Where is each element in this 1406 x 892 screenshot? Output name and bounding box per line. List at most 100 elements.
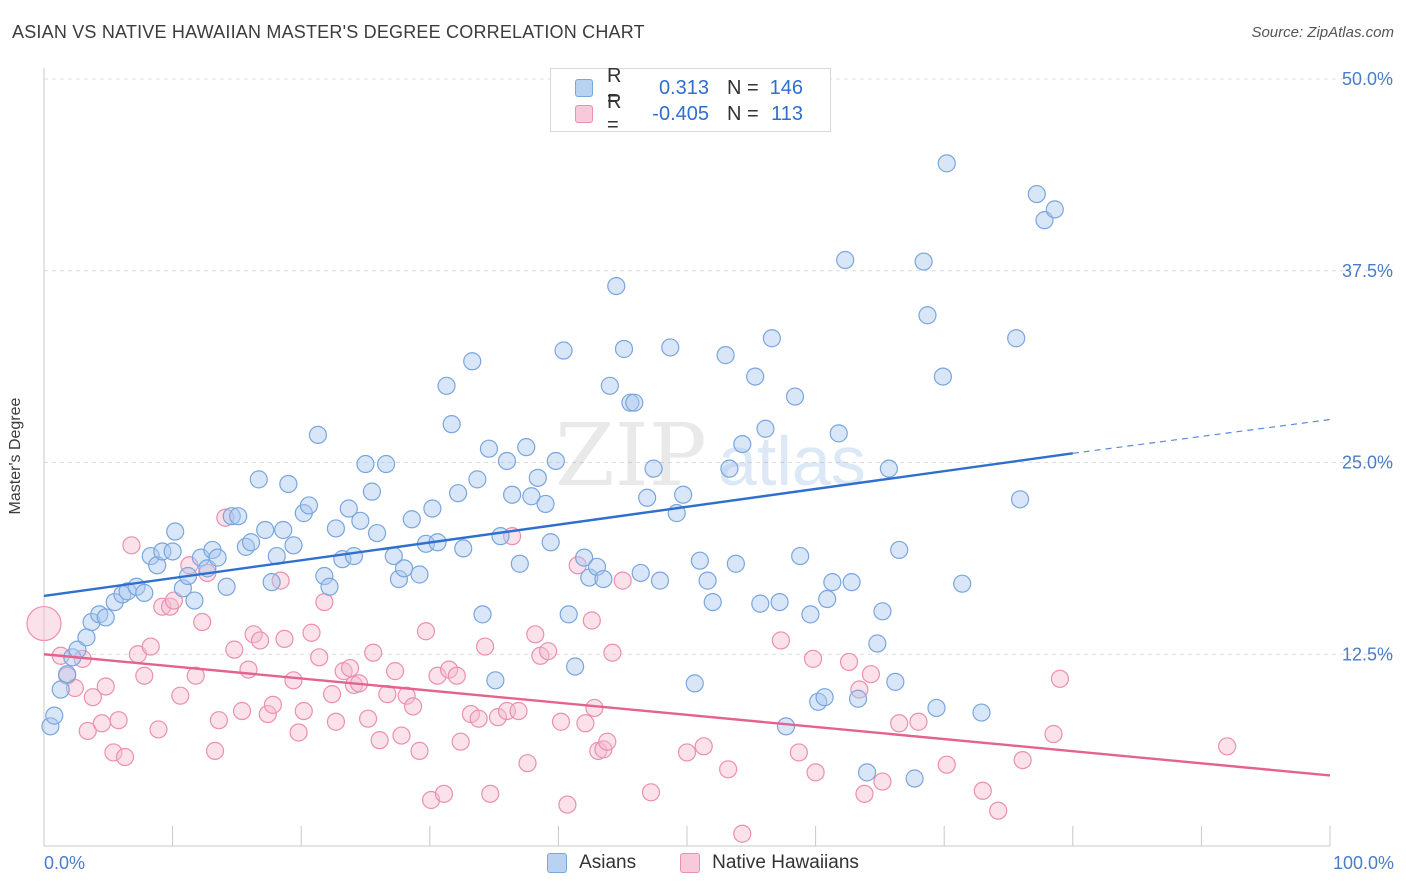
legend-item-hawaiians[interactable]: Native Hawaiians: [680, 852, 859, 874]
asian-point: [315, 566, 334, 586]
asian-points: [41, 154, 1064, 788]
asian-point: [541, 533, 560, 552]
native-hawaiian-point: [65, 678, 84, 698]
native-hawaiian-point: [558, 795, 577, 814]
asian-point: [135, 583, 154, 602]
legend-item-asians[interactable]: Asians: [547, 852, 636, 874]
native-hawaiian-point: [164, 591, 183, 610]
asian-point: [45, 706, 64, 725]
native-hawaiian-point: [481, 784, 500, 803]
asian-point: [486, 671, 505, 690]
asian-point: [491, 527, 510, 546]
legend-r-value: 0.313: [658, 76, 709, 99]
asian-point: [756, 419, 775, 438]
native-hawaiian-point: [526, 625, 545, 644]
asian-point: [972, 703, 991, 722]
native-hawaiian-point: [850, 680, 869, 699]
asian-point: [163, 542, 182, 561]
native-hawaiian-point: [294, 701, 313, 721]
native-hawaiian-point: [186, 666, 205, 685]
asian-point: [448, 484, 468, 503]
native-hawaiian-point: [322, 685, 342, 704]
asian-point: [217, 577, 236, 596]
asian-point: [442, 415, 461, 434]
asian-point: [836, 250, 855, 270]
asian-point: [621, 393, 640, 412]
native-hawaiian-point: [1218, 737, 1237, 756]
asian-point: [308, 425, 328, 444]
asian-point: [148, 556, 167, 575]
native-hawaiian-point: [225, 640, 244, 659]
native-hawaiian-point: [122, 536, 141, 555]
asian-point: [141, 546, 160, 566]
native-hawaiian-point: [141, 637, 160, 656]
asian-point: [376, 454, 396, 474]
axes: [43, 68, 1331, 847]
native-hawaiian-point: [428, 666, 447, 685]
asian-point: [607, 276, 626, 296]
asian-point: [879, 459, 899, 478]
native-hawaiian-point: [803, 649, 823, 668]
asian-point: [208, 548, 227, 567]
native-hawaiian-point: [326, 712, 346, 731]
hawaiians-swatch: [680, 853, 701, 873]
native-hawaiian-point: [83, 688, 102, 707]
asian-point: [829, 424, 848, 443]
native-hawaiian-point: [78, 721, 97, 741]
asian-point: [868, 634, 887, 653]
asian-point: [351, 511, 370, 530]
native-hawaiian-point: [315, 592, 334, 612]
native-hawaiian-point: [451, 732, 470, 751]
asian-point: [423, 499, 442, 518]
asian-point: [818, 589, 837, 609]
asian-point: [153, 542, 172, 561]
native-hawaiian-point: [518, 754, 537, 773]
asian-point: [1045, 200, 1064, 219]
asian-point: [933, 367, 953, 386]
native-hawaiian-point: [576, 714, 595, 733]
y-tick-label: 25.0%: [1342, 453, 1393, 473]
native-hawaiian-point: [909, 712, 928, 731]
asian-point: [791, 546, 810, 566]
asian-point: [284, 536, 303, 555]
legend-n-key: N =: [727, 76, 759, 99]
native-hawaiian-point: [789, 743, 808, 762]
native-hawaiian-point: [403, 697, 423, 716]
native-hawaiian-point: [310, 648, 329, 667]
asian-point: [674, 485, 693, 504]
native-hawaiian-point: [96, 677, 115, 696]
asian-point: [733, 434, 752, 454]
native-hawaiian-point: [733, 824, 752, 843]
asian-point: [690, 551, 709, 570]
asian-point: [185, 591, 204, 610]
series-legend: Asians Native Hawaiians: [0, 852, 1406, 874]
legend-r-value: -0.405: [652, 102, 709, 125]
legend-r-key: R =: [607, 65, 622, 110]
native-hawaiian-point: [104, 743, 123, 762]
asian-point: [905, 769, 924, 788]
asian-point: [367, 523, 387, 543]
source-label: Source: ZipAtlas.com: [1251, 24, 1394, 41]
asian-point: [716, 346, 735, 365]
asian-point: [389, 569, 409, 589]
native-hawaiian-point: [258, 704, 277, 724]
asian-point: [685, 674, 704, 693]
asian-point: [339, 499, 358, 518]
native-hawaiian-point: [598, 732, 617, 751]
native-hawaiian-point: [509, 701, 528, 721]
native-hawaiian-point: [250, 631, 270, 650]
native-hawaiian-point: [115, 747, 135, 767]
asian-point: [299, 496, 319, 515]
native-hawaiian-point: [109, 711, 128, 730]
native-hawaiian-point: [284, 671, 303, 690]
native-hawaiian-point: [989, 801, 1008, 820]
y-tick-label: 12.5%: [1342, 644, 1393, 664]
asian-point: [96, 608, 115, 627]
asian-point: [631, 563, 650, 583]
legend-label-hawaiians: Native Hawaiians: [712, 852, 859, 873]
asian-point: [720, 459, 739, 478]
native-hawaiian-point: [364, 643, 383, 662]
native-hawaiian-point: [392, 726, 411, 745]
native-hawaiian-point: [410, 741, 429, 760]
asian-point: [770, 592, 789, 612]
